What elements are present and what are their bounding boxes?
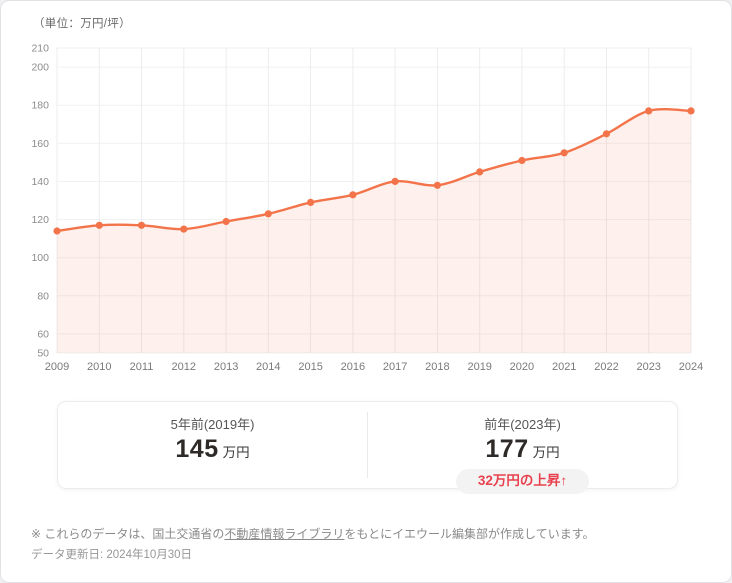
svg-text:2022: 2022 <box>594 361 618 373</box>
stat-five-years-ago: 5年前(2019年) 145 万円 <box>58 402 367 488</box>
stat-value: 145 <box>175 435 219 463</box>
svg-text:2023: 2023 <box>636 361 660 373</box>
svg-text:2024: 2024 <box>679 361 703 373</box>
svg-text:2017: 2017 <box>383 361 407 373</box>
svg-text:60: 60 <box>37 328 49 340</box>
svg-text:2011: 2011 <box>130 361 154 373</box>
svg-text:2012: 2012 <box>172 361 196 373</box>
svg-text:120: 120 <box>31 214 49 226</box>
svg-text:2014: 2014 <box>256 361 280 373</box>
svg-text:2010: 2010 <box>87 361 111 373</box>
chart-area: 50 60 80 100 120 140 160 180 200 210 2009 2010 2011 2… <box>1 1 731 387</box>
svg-text:210: 210 <box>31 43 49 55</box>
footnote-prefix: ※ これらのデータは、国土交通省の <box>31 527 225 541</box>
footnote-source-line: ※ これらのデータは、国土交通省の不動産情報ライブラリをもとにイエウール編集部が… <box>31 524 595 545</box>
svg-text:2015: 2015 <box>298 361 322 373</box>
stat-label: 前年(2023年) <box>484 417 561 432</box>
svg-text:50: 50 <box>37 348 49 360</box>
svg-text:2013: 2013 <box>214 361 238 373</box>
stat-value-row: 145 万円 <box>175 435 249 464</box>
svg-text:160: 160 <box>31 138 49 150</box>
footnote-suffix: をもとにイエウール編集部が作成しています。 <box>344 527 595 541</box>
svg-text:200: 200 <box>31 62 49 74</box>
svg-text:2016: 2016 <box>341 361 365 373</box>
svg-text:100: 100 <box>31 252 49 264</box>
svg-text:2020: 2020 <box>510 361 534 373</box>
svg-text:2021: 2021 <box>552 361 576 373</box>
stats-divider <box>367 412 368 478</box>
stat-unit: 万円 <box>222 445 250 460</box>
stat-unit: 万円 <box>532 445 560 460</box>
chart-unit-label: （単位：万円/坪） <box>33 18 131 30</box>
price-summary-box: 5年前(2019年) 145 万円 前年(2023年) 177 万円 32万円の… <box>57 401 678 494</box>
svg-text:2009: 2009 <box>45 361 69 373</box>
svg-text:80: 80 <box>37 290 49 302</box>
svg-text:2019: 2019 <box>467 361 491 373</box>
stat-previous-year: 前年(2023年) 177 万円 32万円の上昇↑ <box>368 402 677 494</box>
data-updated-date: データ更新日: 2024年10月30日 <box>31 549 193 561</box>
data-source-link[interactable]: 不動産情報ライブラリ <box>224 527 345 541</box>
svg-text:2018: 2018 <box>425 361 449 373</box>
stat-label: 5年前(2019年) <box>170 417 255 432</box>
svg-text:140: 140 <box>31 176 49 188</box>
svg-text:180: 180 <box>31 100 49 112</box>
stat-value-row: 177 万円 <box>485 435 559 464</box>
price-increase-badge: 32万円の上昇↑ <box>455 469 590 494</box>
footnote: ※ これらのデータは、国土交通省の不動産情報ライブラリをもとにイエウール編集部が… <box>31 524 595 565</box>
stat-value: 177 <box>485 435 529 463</box>
price-trend-line-chart: 50 60 80 100 120 140 160 180 200 210 2009 2010 2011 2… <box>31 43 703 374</box>
